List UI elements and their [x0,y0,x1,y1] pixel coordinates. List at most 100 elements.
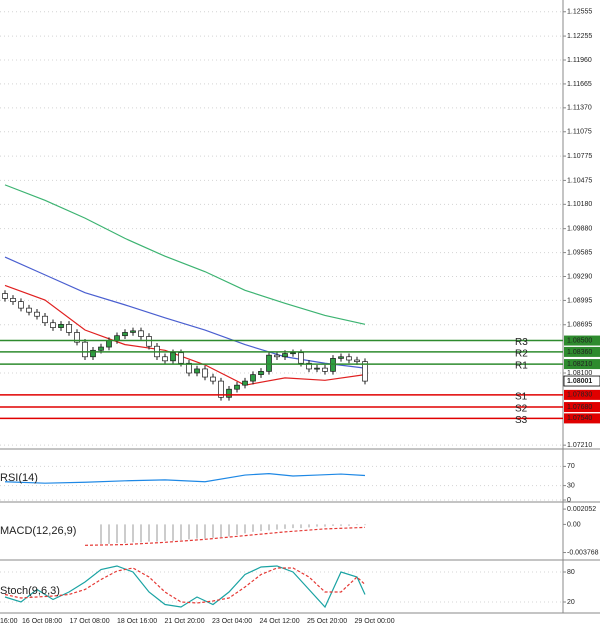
y-tick-label: 1.07210 [567,442,592,449]
indicator-line [4,472,366,484]
y-tick-label: 1.09585 [567,249,592,256]
candle-body [82,341,88,358]
y-tick-label: -0.003768 [567,549,599,556]
y-tick-label: 1.12255 [567,33,592,40]
pivot-label: R3 [515,337,528,348]
x-tick-label: 24 Oct 12:00 [260,618,300,625]
y-tick-label: 0.002052 [567,506,596,513]
pivot-price-box [564,359,600,370]
indicator-title: MACD(12,26,9) [0,525,76,537]
candle-body [322,367,328,372]
candle-body [346,356,352,361]
candle-body [226,388,232,398]
candle-body [210,376,216,382]
y-tick-label: 1.09880 [567,226,592,233]
x-tick-label: 17 Oct 08:00 [70,618,110,625]
moving-average [4,184,366,325]
candle-body [130,330,136,333]
moving-average [4,284,366,386]
pivot-price: 1.08210 [567,361,592,368]
candle-body [74,332,80,343]
candle-body [10,298,16,302]
candle-body [186,362,192,374]
candle-body [202,368,208,378]
candle-body [162,356,168,362]
candle-body [314,367,320,370]
candle-body [106,340,112,348]
pivot-label: S2 [515,404,528,415]
pivot-price: 1.07680 [567,404,592,411]
pivot-price-box [564,346,600,357]
candle-body [250,374,256,382]
y-tick-label: 1.11960 [567,57,592,64]
candle-body [354,359,360,362]
x-tick-label: 16 Oct 08:00 [22,618,62,625]
x-tick-label: 21 Oct 20:00 [165,618,205,625]
y-tick-label: 0 [567,497,571,504]
candle-body [146,336,152,347]
y-tick-label: 1.08695 [567,322,592,329]
pivot-label: S1 [515,392,528,403]
pivot-price-box [564,413,600,424]
last-price-box [563,375,600,387]
candle-body [178,352,184,364]
candle-body [218,380,224,398]
candle-body [282,353,288,358]
candle-body [274,354,280,358]
indicator-line [4,567,366,604]
pivot-price: 1.07830 [567,392,592,399]
y-tick-label: 30 [567,482,575,489]
candle-body [42,315,48,324]
pivot-label: S3 [515,415,528,426]
candle-body [138,330,144,337]
candle-body [66,323,72,333]
candle-body [34,311,40,317]
x-tick-label: 25 Oct 20:00 [307,618,347,625]
candle-body [194,368,200,374]
y-tick-label: 80 [567,569,575,576]
candle-body [90,349,96,358]
last-price: 1.08001 [567,378,592,385]
x-tick-label: 16:00 [0,618,18,625]
indicator-title: Stoch(9,6,3) [0,585,60,597]
candle-body [2,293,8,299]
candle-body [306,362,312,370]
y-tick-label: 1.08100 [567,370,592,377]
pivot-price: 1.08500 [567,337,592,344]
candle-body [170,352,176,362]
x-tick-label: 23 Oct 04:00 [212,618,252,625]
y-tick-label: 1.09290 [567,273,592,280]
y-tick-label: 1.10475 [567,177,592,184]
candle-body [50,322,56,328]
indicator-title: RSI(14) [0,472,38,484]
y-tick-label: 1.10775 [567,153,592,160]
y-tick-label: 1.12555 [567,9,592,16]
y-tick-label: 20 [567,599,575,606]
y-tick-label: 0.00 [567,521,581,528]
y-tick-label: 70 [567,463,575,470]
candle-body [26,307,32,313]
candle-body [58,323,64,328]
pivot-price: 1.07540 [567,415,592,422]
y-tick-label: 1.11370 [567,105,592,112]
macd-signal [84,526,366,546]
candle-body [362,361,368,382]
pivot-label: R1 [515,361,528,372]
x-tick-label: 18 Oct 16:00 [117,618,157,625]
pivot-price-box [564,389,600,400]
x-tick-label: 29 Oct 00:00 [355,618,395,625]
pivot-price: 1.08360 [567,349,592,356]
y-tick-label: 1.08995 [567,297,592,304]
candle-body [290,352,296,355]
candle-body [98,346,104,351]
pivot-label: R2 [515,349,528,360]
candle-body [298,352,304,364]
y-tick-label: 1.10180 [567,201,592,208]
candle-body [266,354,272,372]
candle-body [330,358,336,372]
candle-body [258,371,264,375]
moving-average [4,256,366,369]
pivot-price-box [564,402,600,413]
